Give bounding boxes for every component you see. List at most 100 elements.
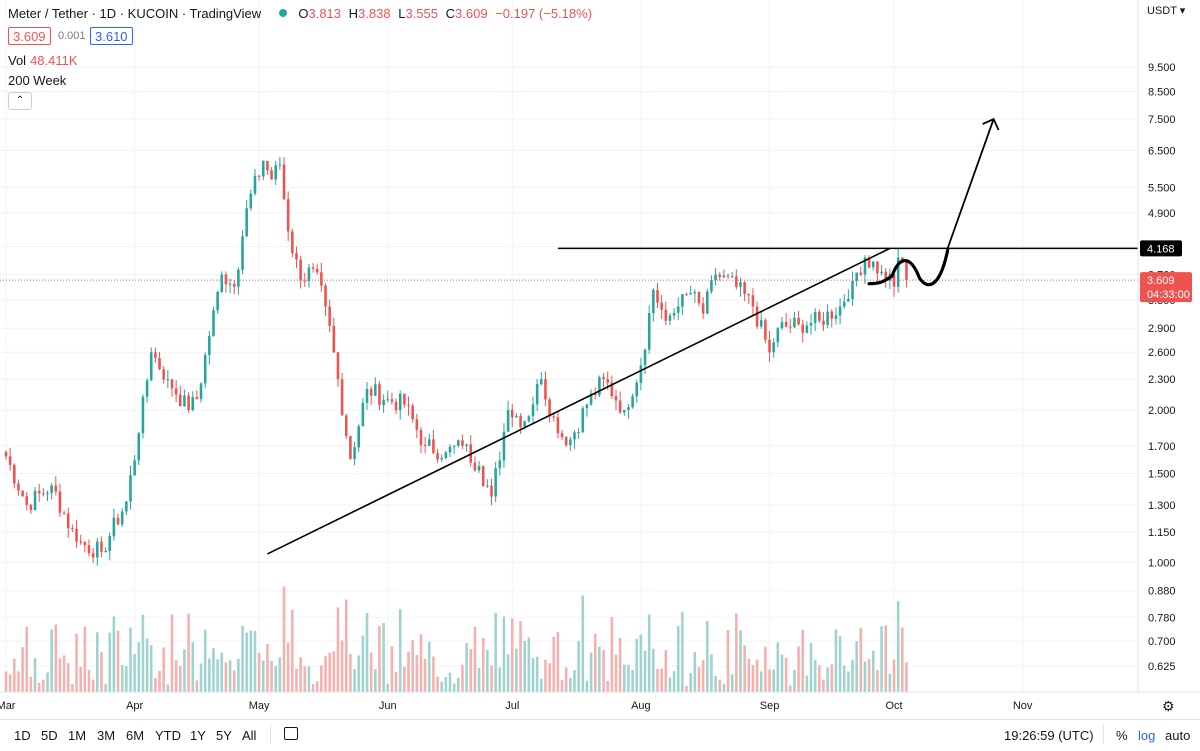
sell-button[interactable]: 3.609 — [8, 27, 51, 45]
candle-body — [589, 393, 593, 405]
x-tick-label: Sep — [760, 700, 780, 712]
volume-bar — [718, 679, 722, 692]
y-tick-label: 5.500 — [1148, 182, 1176, 194]
candle-body — [751, 295, 755, 307]
volume-bar — [411, 640, 414, 692]
currency-selector[interactable]: USDT ▾ — [1147, 5, 1186, 17]
timeframe-5y[interactable]: 5Y — [216, 728, 232, 743]
candle-body — [610, 382, 614, 397]
volume-bar — [705, 620, 709, 692]
volume-bar — [83, 626, 87, 692]
y-tick-label: 1.000 — [1148, 558, 1176, 570]
candle-body — [486, 485, 489, 487]
volume-bar — [328, 652, 331, 692]
auto-scale-button[interactable]: auto — [1165, 728, 1191, 743]
volume-bar — [4, 671, 8, 692]
percent-scale-button[interactable]: % — [1116, 728, 1128, 743]
volume-bar — [834, 629, 838, 692]
volume-bar — [191, 642, 195, 692]
spread-value: 0.001 — [58, 30, 86, 42]
volume-bar — [75, 633, 78, 692]
volume-bar — [560, 680, 564, 692]
candle-body — [813, 311, 817, 323]
candle-body — [693, 292, 697, 294]
volume-bar — [216, 659, 219, 692]
timeframe-all[interactable]: All — [242, 728, 257, 743]
candle-body — [602, 377, 605, 380]
log-scale-button[interactable]: log — [1138, 728, 1156, 743]
volume-bar — [797, 646, 800, 692]
candle-body — [178, 394, 182, 407]
candle-body — [8, 456, 12, 465]
volume-bar — [502, 616, 506, 692]
time-axis[interactable]: Mar Apr May Jun Jul Aug Sep Oct Nov — [0, 691, 1200, 712]
market-status-icon — [278, 9, 287, 17]
volume-bar — [145, 638, 149, 692]
candle-body — [805, 325, 809, 333]
volume-bar — [635, 638, 639, 692]
candle-body — [884, 271, 888, 281]
candle-body — [527, 416, 531, 422]
volume-bar — [643, 650, 647, 692]
candle-body — [540, 379, 543, 385]
candle-body — [411, 405, 414, 420]
volume-bar — [120, 665, 124, 692]
y-tick-label: 1.150 — [1148, 527, 1176, 539]
volume-bar — [768, 669, 771, 692]
candle-body — [772, 342, 775, 353]
volume-bar — [498, 667, 502, 692]
candle-body — [382, 400, 385, 406]
candle-body — [535, 384, 539, 405]
candle-body — [834, 315, 838, 319]
chevron-up-icon[interactable]: ⌃ — [8, 92, 32, 110]
candle-body — [436, 453, 439, 460]
timeframe-6m[interactable]: 6M — [126, 728, 145, 743]
y-tick-label: 0.880 — [1148, 586, 1176, 598]
timeframe-1d[interactable]: 1D — [14, 728, 31, 743]
volume-bar — [490, 665, 493, 692]
volume-bar — [668, 677, 672, 692]
level-tag-label: 4.168 — [1147, 243, 1175, 255]
candle-body — [141, 396, 145, 434]
volume-bar — [232, 670, 236, 692]
volume-bar — [274, 666, 278, 692]
volume-bar — [652, 648, 655, 692]
candle-body — [187, 395, 190, 410]
symbol-title: Meter / Tether · 1D · KUCOIN · TradingVi… — [8, 6, 262, 21]
volume-bar — [183, 649, 186, 692]
buy-button[interactable]: 3.610 — [90, 27, 133, 45]
price-axis[interactable]: 9.5008.5007.5006.5005.5004.9004.2003.700… — [1137, 0, 1192, 692]
timeframe-3m[interactable]: 3M — [97, 728, 116, 743]
level-tag — [1140, 240, 1182, 257]
timeframe-1y[interactable]: 1Y — [190, 728, 206, 743]
candle-body — [672, 312, 676, 316]
volume-bar — [473, 626, 477, 692]
volume-bar — [29, 676, 33, 692]
candle-body — [195, 397, 199, 400]
candle-body — [668, 315, 672, 321]
volume-bar — [469, 649, 473, 692]
timeframe-5d[interactable]: 5D — [41, 728, 58, 743]
volume-bar — [178, 665, 182, 692]
volume-bar — [602, 650, 605, 692]
timeframe-1m[interactable]: 1M — [68, 728, 87, 743]
volume-bar — [174, 660, 178, 692]
volume-bar — [324, 656, 327, 692]
calendar-icon[interactable] — [284, 727, 298, 740]
volume-bar — [477, 668, 481, 692]
volume-bar — [282, 586, 286, 692]
candle-body — [606, 379, 609, 383]
gear-icon[interactable]: ⚙ — [1162, 698, 1175, 714]
candle-body — [465, 444, 468, 446]
candle-body — [96, 541, 99, 558]
utc-clock[interactable]: 19:26:59 (UTC) — [1004, 728, 1094, 743]
bottom-toolbar: 1D 5D 1M 3M 6M YTD 1Y 5Y All 19:26:59 (U… — [0, 719, 1200, 751]
candle-body — [407, 404, 410, 406]
volume-bar — [336, 607, 340, 692]
change-value: −0.197 (−5.18%) — [495, 6, 593, 21]
candle-body — [17, 483, 20, 491]
timeframe-ytd[interactable]: YTD — [155, 728, 181, 743]
volume-bar — [444, 677, 448, 692]
candle-body — [631, 396, 634, 408]
